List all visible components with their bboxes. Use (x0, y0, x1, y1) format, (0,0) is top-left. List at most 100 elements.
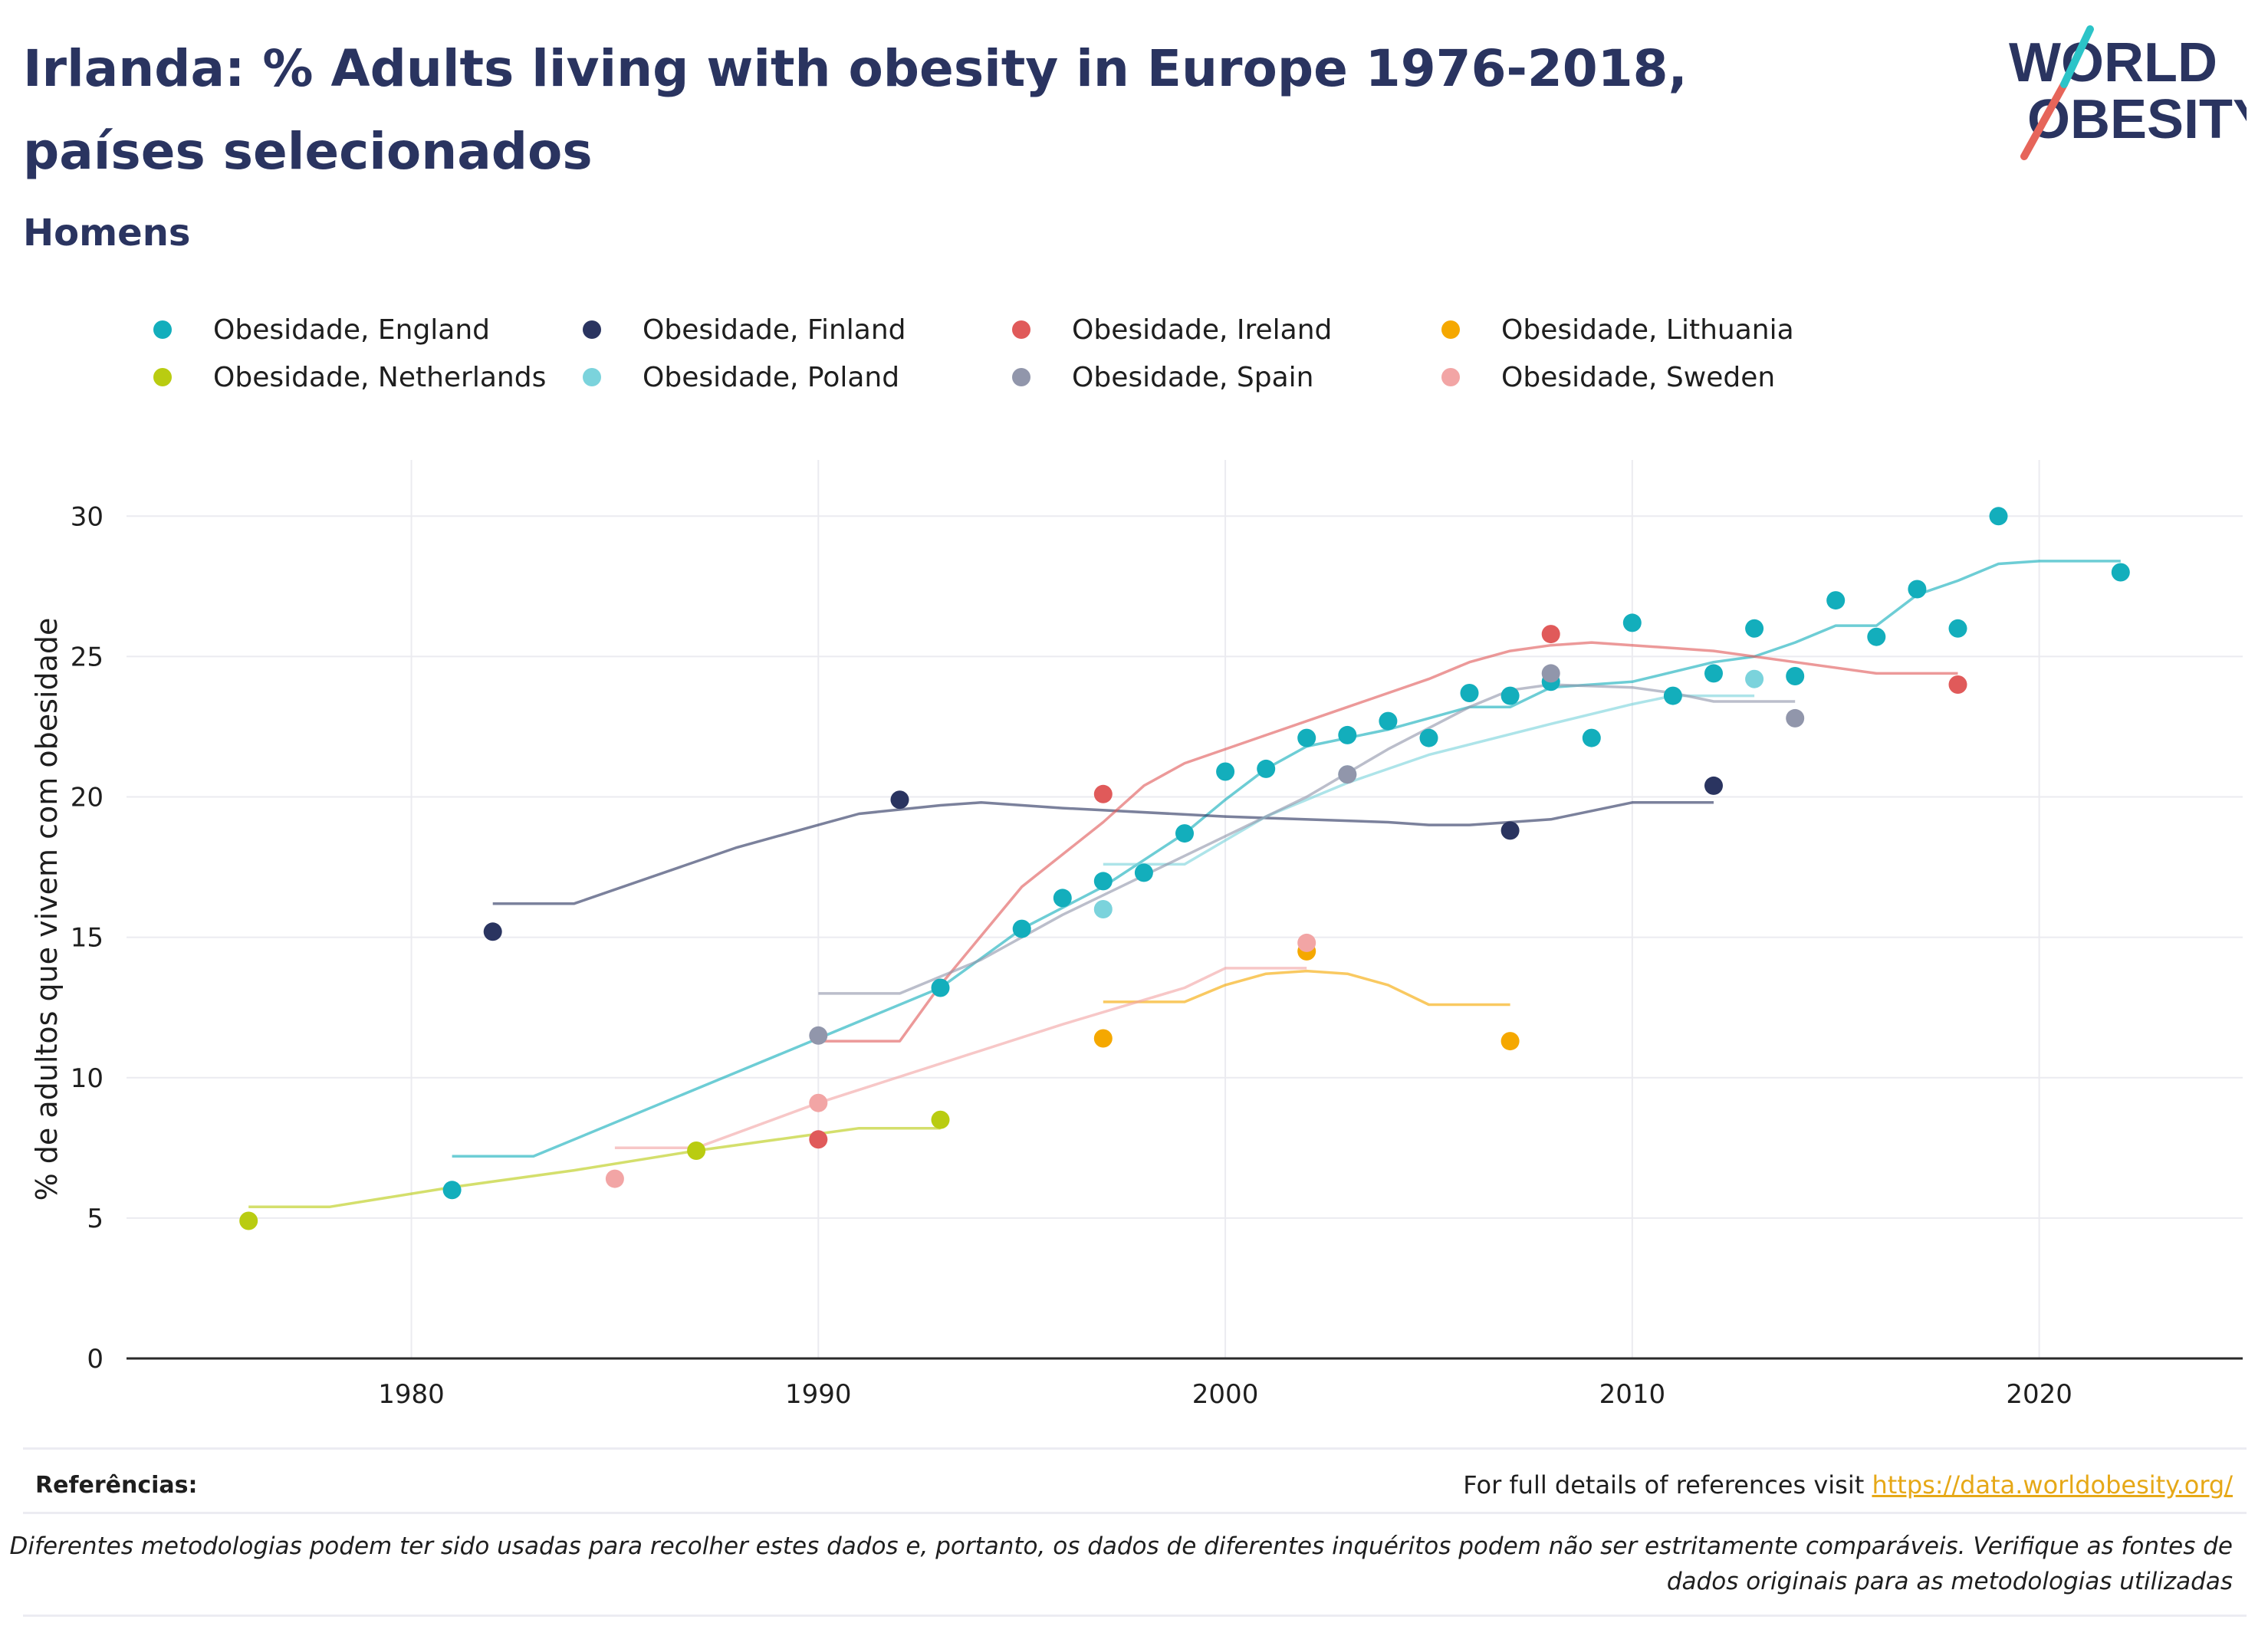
legend-item[interactable]: Obesidade, Spain (1012, 354, 1313, 400)
data-point[interactable] (1786, 667, 1805, 685)
references-label: Referências: (35, 1472, 198, 1499)
data-point[interactable] (1704, 664, 1723, 683)
data-point[interactable] (1622, 613, 1642, 632)
data-point[interactable] (809, 1026, 828, 1045)
logo-line2: OBESITY (2027, 89, 2247, 150)
legend-label: Obesidade, Sweden (1501, 361, 1776, 393)
data-point[interactable] (1012, 919, 1031, 938)
data-point[interactable] (1053, 889, 1072, 908)
data-point[interactable] (442, 1181, 462, 1200)
data-point[interactable] (1257, 759, 1276, 778)
data-point[interactable] (931, 978, 950, 997)
legend-marker-icon (1012, 320, 1030, 339)
data-point[interactable] (1786, 708, 1805, 728)
methodology-disclaimer: Diferentes metodologias podem ter sido u… (9, 1532, 2233, 1595)
data-point[interactable] (1826, 591, 1846, 610)
data-point[interactable] (1419, 728, 1438, 747)
legend-item[interactable]: Obesidade, Poland (583, 354, 899, 400)
chart-legend: Obesidade, England Obesidade, Finland Obes… (153, 307, 2070, 406)
series-trend-line (818, 641, 1958, 1043)
y-tick-label: 0 (87, 1344, 104, 1375)
data-point[interactable] (1704, 776, 1723, 795)
chart-title: Irlanda: % Adults living with obesity in… (23, 39, 1688, 181)
data-point[interactable] (1582, 728, 1601, 747)
y-tick-label: 10 (71, 1063, 104, 1094)
footer-divider-bottom (23, 1615, 2247, 1617)
data-point[interactable] (687, 1141, 706, 1160)
data-point[interactable] (1948, 675, 1967, 694)
data-point[interactable] (890, 790, 909, 810)
data-point[interactable] (1093, 784, 1113, 803)
data-point[interactable] (1297, 728, 1316, 747)
data-point[interactable] (1093, 1029, 1113, 1048)
legend-label: Obesidade, Lithuania (1501, 314, 1794, 346)
x-tick-label: 2000 (1192, 1379, 1259, 1410)
data-point[interactable] (1093, 872, 1113, 891)
legend-label: Obesidade, Finland (643, 314, 906, 346)
references-text: For full details of references visit htt… (1463, 1470, 2233, 1500)
data-point[interactable] (1093, 900, 1113, 918)
y-tick-label: 25 (71, 642, 104, 672)
x-tick-label: 1980 (378, 1379, 445, 1410)
legend-marker-icon (153, 368, 172, 386)
data-point[interactable] (1908, 580, 1927, 599)
series-trend-line (1103, 694, 1755, 866)
data-point[interactable] (1989, 507, 2008, 526)
series-trend-line (248, 1126, 941, 1208)
data-point[interactable] (1175, 824, 1194, 843)
data-point[interactable] (1338, 725, 1357, 744)
data-point[interactable] (1500, 686, 1520, 705)
data-point[interactable] (239, 1211, 258, 1230)
logo-line1: WORLD (2009, 32, 2217, 94)
data-point[interactable] (1663, 686, 1682, 705)
x-tick-label: 1990 (785, 1379, 852, 1410)
footer-divider-middle (23, 1512, 2247, 1514)
data-point[interactable] (605, 1169, 624, 1188)
legend-item[interactable]: Obesidade, Sweden (1441, 354, 1775, 400)
references-link[interactable]: https://data.worldobesity.org/ (1872, 1470, 2233, 1500)
logo-slash-teal (2060, 25, 2094, 88)
series-trend-line (1103, 969, 1510, 1007)
legend-item[interactable]: Obesidade, Ireland (1012, 307, 1332, 353)
legend-item[interactable]: Obesidade, Netherlands (153, 354, 546, 400)
data-point[interactable] (1500, 1032, 1520, 1051)
data-point[interactable] (1379, 711, 1398, 731)
chart-subtitle: Homens (23, 212, 191, 255)
data-point[interactable] (2111, 563, 2130, 582)
data-point[interactable] (483, 922, 502, 941)
data-point[interactable] (1460, 684, 1479, 702)
legend-item[interactable]: Obesidade, Finland (583, 307, 906, 353)
legend-label: Obesidade, Netherlands (213, 361, 547, 393)
legend-item[interactable]: Obesidade, Lithuania (1441, 307, 1794, 353)
data-point[interactable] (931, 1110, 950, 1129)
data-point[interactable] (1745, 619, 1764, 638)
data-point[interactable] (1134, 863, 1153, 882)
y-tick-label: 15 (71, 923, 104, 954)
y-axis-label: % de adultos que vivem com obesidade (30, 618, 64, 1201)
legend-marker-icon (153, 320, 172, 339)
series-trend-line (452, 560, 2121, 1158)
y-tick-label: 5 (87, 1204, 104, 1234)
data-point[interactable] (1216, 762, 1235, 781)
legend-item[interactable]: Obesidade, England (153, 307, 490, 353)
legend-label: Obesidade, Ireland (1072, 314, 1333, 346)
data-point[interactable] (809, 1093, 828, 1112)
y-tick-label: 20 (71, 783, 104, 813)
data-point[interactable] (1541, 625, 1560, 644)
data-point[interactable] (1500, 821, 1520, 840)
data-point[interactable] (1338, 765, 1357, 784)
series-trend-line (818, 683, 1796, 995)
y-tick-label: 30 (71, 501, 104, 532)
data-point[interactable] (1948, 619, 1967, 638)
data-point[interactable] (1541, 664, 1560, 683)
chart-plot: 0 5 10 15 20 25 30 1980 1990 2000 2010 2020 % de adu… (30, 460, 2243, 1410)
data-point[interactable] (809, 1130, 828, 1149)
data-point[interactable] (1297, 933, 1316, 952)
legend-marker-icon (583, 368, 601, 386)
legend-marker-icon (1441, 368, 1460, 386)
data-point[interactable] (1867, 627, 1886, 646)
data-point[interactable] (1745, 669, 1764, 688)
legend-marker-icon (1441, 320, 1460, 339)
legend-marker-icon (583, 320, 601, 339)
legend-label: Obesidade, Poland (643, 361, 900, 393)
